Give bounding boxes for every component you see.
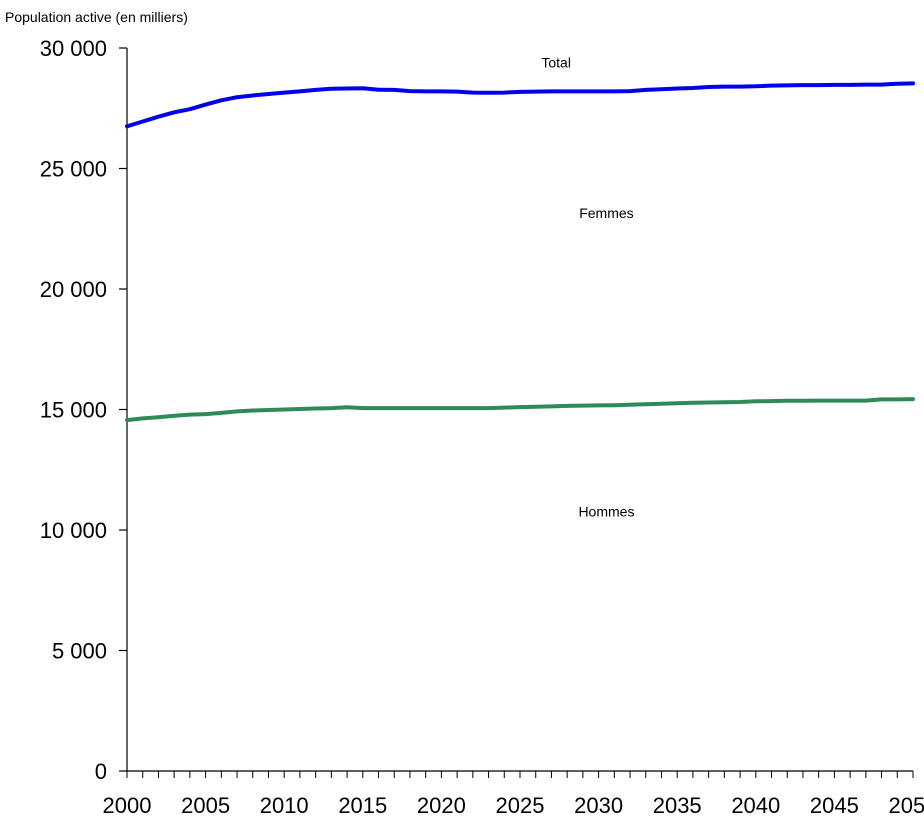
y-tick-label: 15 000 xyxy=(40,398,107,423)
x-tick-label: 2035 xyxy=(653,793,702,818)
x-tick-label: 2040 xyxy=(731,793,780,818)
x-tick-label: 2005 xyxy=(181,793,230,818)
axes: 0 5 000 10 000 15 000 20 000 25 000 30 000 2000… xyxy=(40,36,924,818)
x-tick-label: 2045 xyxy=(810,793,859,818)
x-tick-label: 2050 xyxy=(889,793,924,818)
y-unit-label: Population active (en milliers) xyxy=(5,9,188,25)
x-tick-label: 2025 xyxy=(496,793,545,818)
x-tick-label: 2015 xyxy=(338,793,387,818)
x-tick-label: 2020 xyxy=(417,793,466,818)
annotation-label: Femmes xyxy=(579,205,633,221)
y-tick-label: 5 000 xyxy=(52,639,107,664)
x-tick-label: 2000 xyxy=(103,793,152,818)
y-tick-label: 25 000 xyxy=(40,157,107,182)
y-tick-label: 30 000 xyxy=(40,36,107,61)
y-tick-label: 10 000 xyxy=(40,518,107,543)
series-line-total xyxy=(125,81,915,129)
y-tick-label: 0 xyxy=(95,759,107,784)
series-group xyxy=(125,81,915,423)
y-tick-label: 20 000 xyxy=(40,277,107,302)
x-tick-label: 2010 xyxy=(260,793,309,818)
series-line-hommes xyxy=(125,397,915,423)
annotation-label: Total xyxy=(541,54,571,70)
x-tick-label: 2030 xyxy=(574,793,623,818)
annotation-label: Hommes xyxy=(578,504,634,520)
annotations-group: Total Femmes Hommes xyxy=(541,54,634,519)
